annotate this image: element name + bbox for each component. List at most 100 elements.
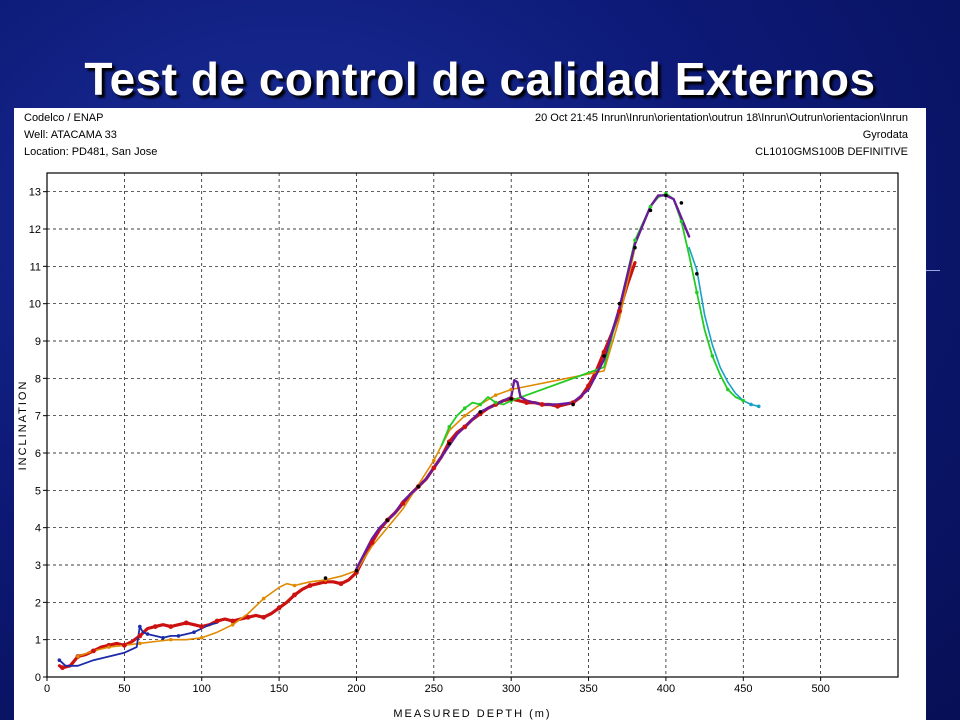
y-tick-label: 1 xyxy=(35,635,41,647)
header-right: 20 Oct 21:45 Inrun\Inrun\orientation\out… xyxy=(535,110,908,161)
series-line-cyan xyxy=(688,246,760,408)
data-point-blue xyxy=(176,634,181,638)
y-axis-label: INCLINATION xyxy=(17,380,29,471)
x-tick-label: 250 xyxy=(425,683,443,695)
data-point-black xyxy=(509,397,513,401)
x-tick-label: 50 xyxy=(118,683,130,695)
data-point-red xyxy=(137,633,143,639)
x-tick-label: 350 xyxy=(579,683,597,695)
plot-panel: Codelco / ENAP Well: ATACAMA 33 Location… xyxy=(14,108,926,720)
x-tick-label: 100 xyxy=(193,683,211,695)
data-point-black xyxy=(354,568,359,573)
data-point-red xyxy=(369,540,375,545)
data-point-green xyxy=(478,402,483,407)
header-company: Codelco / ENAP xyxy=(24,112,104,124)
data-point-blue xyxy=(192,630,196,634)
series-line-purple xyxy=(355,194,691,570)
data-point-red xyxy=(307,583,313,588)
x-tick-label: 300 xyxy=(502,683,520,695)
data-point-red xyxy=(555,403,560,409)
header-left: Codelco / ENAP Well: ATACAMA 33 Location… xyxy=(24,110,157,161)
data-point-orange xyxy=(292,583,297,588)
y-tick-label: 2 xyxy=(35,597,41,609)
data-point-cyan xyxy=(756,404,761,409)
data-point-black xyxy=(664,193,668,198)
data-point-orange xyxy=(138,641,142,646)
inclination-chart: 0 50 100 150 200 250 300 350 400 450 5000123456789… xyxy=(17,172,899,720)
series-line-red xyxy=(57,261,637,670)
data-point-orange xyxy=(168,637,173,642)
data-point-red xyxy=(292,592,297,598)
data-point-black xyxy=(695,272,699,276)
data-point-blue xyxy=(161,636,165,640)
data-point-red xyxy=(199,624,205,629)
x-axis-label: MEASURED DEPTH (m) xyxy=(393,708,551,720)
data-point-green xyxy=(710,354,715,358)
data-point-green xyxy=(695,290,699,295)
data-point-red xyxy=(91,648,96,654)
data-point-red xyxy=(183,620,189,626)
y-tick-label: 4 xyxy=(35,523,41,535)
data-point-red xyxy=(338,581,344,587)
x-tick-label: 450 xyxy=(734,683,752,695)
data-point-blue xyxy=(145,632,150,636)
data-point-red xyxy=(431,465,437,471)
data-point-red xyxy=(617,308,622,314)
data-point-black xyxy=(571,402,575,407)
y-tick-label: 12 xyxy=(29,224,41,236)
data-point-black xyxy=(648,208,653,213)
data-point-black xyxy=(385,518,390,522)
plot-border xyxy=(46,172,899,678)
data-point-orange xyxy=(493,393,498,397)
data-point-red xyxy=(524,400,530,405)
data-point-green xyxy=(633,238,637,242)
data-point-red xyxy=(121,642,127,648)
data-point-orange xyxy=(230,622,235,627)
data-point-black xyxy=(617,301,622,306)
y-tick-label: 7 xyxy=(35,411,41,423)
x-tick-label: 0 xyxy=(44,683,50,695)
x-tick-label: 150 xyxy=(270,683,288,695)
data-point-black xyxy=(633,245,637,250)
decorative-line xyxy=(918,270,940,271)
data-point-orange xyxy=(432,458,436,463)
slide-title: Test de control de calidad Externos xyxy=(84,53,876,105)
x-tick-label: 200 xyxy=(347,683,365,695)
data-point-black xyxy=(447,441,452,446)
data-point-red xyxy=(400,501,406,506)
data-point-red xyxy=(601,349,607,355)
y-tick-label: 3 xyxy=(35,560,41,572)
header-provider: Gyrodata xyxy=(862,129,908,141)
data-point-red xyxy=(539,402,545,407)
data-point-orange xyxy=(199,636,204,640)
data-point-orange xyxy=(509,387,513,392)
y-tick-label: 10 xyxy=(29,299,41,311)
header-tool-id: CL1010GMS100B DEFINITIVE xyxy=(755,146,908,158)
data-point-black xyxy=(323,576,328,580)
y-tick-label: 8 xyxy=(35,373,41,385)
data-point-green xyxy=(493,400,498,405)
header-location: Location: PD481, San Jose xyxy=(24,146,158,158)
data-point-red xyxy=(230,618,236,624)
y-tick-label: 5 xyxy=(35,485,41,497)
data-point-red xyxy=(261,614,267,620)
data-point-black xyxy=(478,410,483,414)
data-point-green xyxy=(741,398,746,403)
data-point-red xyxy=(586,383,591,389)
data-point-red xyxy=(276,605,282,611)
data-point-black xyxy=(416,484,421,489)
y-tick-label: 13 xyxy=(29,187,41,199)
header-well: Well: ATACAMA 33 xyxy=(24,129,117,141)
y-tick-label: 6 xyxy=(35,448,41,460)
data-point-orange xyxy=(462,413,467,418)
header-run-info: 20 Oct 21:45 Inrun\Inrun\orientation\out… xyxy=(534,112,908,124)
y-tick-label: 11 xyxy=(30,261,41,273)
x-tick-label: 400 xyxy=(657,683,675,695)
data-point-orange xyxy=(261,596,266,601)
data-point-black xyxy=(602,354,606,358)
data-point-green xyxy=(648,204,653,209)
data-point-red xyxy=(462,424,468,430)
data-point-cyan xyxy=(749,402,753,407)
data-point-orange xyxy=(76,654,80,659)
grid xyxy=(47,173,898,677)
